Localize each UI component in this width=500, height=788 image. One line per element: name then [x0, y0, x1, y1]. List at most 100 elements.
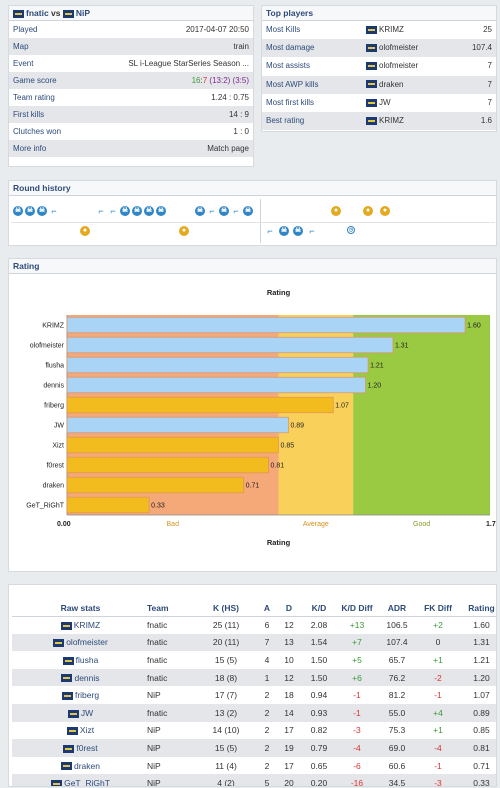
round-bomb-icon[interactable]: ● — [363, 206, 373, 216]
rating-cell: 1.20 — [459, 668, 496, 687]
fk-diff-cell: -4 — [417, 739, 459, 757]
round-defuse-icon[interactable]: ⌐ — [233, 206, 239, 216]
round-skull-icon[interactable]: ☠ — [279, 226, 289, 236]
kd-header[interactable]: K/D — [301, 600, 337, 617]
round-defuse-icon[interactable]: ⌐ — [209, 206, 215, 216]
round-skull-icon[interactable]: ☠ — [25, 206, 35, 216]
top-player-category: Most damage — [266, 43, 315, 53]
round-skull-icon[interactable]: ☠ — [132, 206, 142, 216]
bar-value-label: 0.71 — [246, 483, 260, 490]
top-player-name[interactable]: olofmeister — [379, 61, 419, 71]
top-player-value: 7 — [487, 61, 492, 71]
top-player-name[interactable]: olofmeister — [379, 43, 419, 53]
round-skull-icon[interactable]: ☠ — [195, 206, 205, 216]
top-players-rows: Most Kills KRIMZ 25 Most damage olofmeister 1… — [262, 21, 496, 131]
player-name-link[interactable]: JW — [80, 707, 94, 718]
round-history-mid-line — [11, 222, 495, 223]
player-name-link[interactable]: GeT_RiGhT — [64, 778, 110, 787]
rating-chart: Bad Average Good Rating Rating 0.00 1.70 KRIMZ 1… — [26, 288, 496, 547]
rating-bar — [66, 376, 366, 394]
round-history-panel: Round history ☠ ☠ ☠ ⌐ ⌐ ⌐ ☠ ☠ ☠ ☠ ☠ ⌐ ☠ ⌐ ☠ ● ● ● ● ● ⌐ ☠ ☠ ⌐ ◷ — [8, 180, 497, 246]
rating-cell: 0.71 — [473, 760, 490, 771]
player-name-link[interactable]: KRIMZ — [73, 620, 101, 631]
match-info-label: More info — [13, 144, 47, 153]
team2-flag-icon — [62, 9, 74, 18]
assists-header[interactable]: A — [257, 600, 277, 617]
kd-cell: 0.65 — [310, 760, 328, 771]
round-skull-icon[interactable]: ☠ — [120, 206, 130, 216]
player-name-link[interactable]: flusha — [75, 654, 99, 665]
kd-diff-header[interactable]: K/D Diff — [337, 600, 377, 617]
top-player-row: Most Kills KRIMZ 25 — [262, 21, 496, 39]
assists-cell: 1 — [257, 668, 277, 687]
deaths-cell: 19 — [277, 739, 301, 757]
kd-cell: 2.08 — [310, 620, 328, 631]
round-bomb-icon[interactable]: ● — [331, 206, 341, 216]
round-skull-icon[interactable]: ☠ — [13, 206, 23, 216]
rating-cell: 1.07 — [473, 690, 490, 701]
stats-row: KRIMZ fnatic 25 (11) 6 12 2.08 +13 106.5 +2 1.60 — [12, 616, 496, 634]
rating-bar — [66, 356, 369, 374]
player-cell: f0rest — [12, 739, 147, 757]
round-bomb-icon[interactable]: ● — [80, 226, 90, 236]
top-player-name[interactable]: JW — [379, 97, 391, 107]
player-flag-icon — [67, 709, 79, 718]
adr-cell: 81.2 — [388, 690, 406, 701]
deaths-header[interactable]: D — [277, 600, 301, 617]
round-skull-icon[interactable]: ☠ — [293, 226, 303, 236]
team-header[interactable]: Team — [147, 600, 195, 617]
kd-cell: 0.93 — [301, 703, 337, 722]
round-defuse-icon[interactable]: ⌐ — [98, 206, 104, 216]
player-name-link[interactable]: dennis — [74, 672, 100, 683]
deaths-cell: 12 — [277, 668, 301, 687]
top-player-category: Best rating — [266, 115, 305, 125]
player-name-link[interactable]: Xizt — [79, 725, 95, 736]
match-info-label: Clutches won — [13, 127, 62, 136]
stats-row: Xizt NiP 14 (10) 2 17 0.82 -3 75.3 +1 0.85 — [12, 722, 496, 740]
player-name-link[interactable]: draken — [74, 760, 100, 771]
team1-name[interactable]: fnatic — [26, 8, 49, 18]
round-defuse-icon[interactable]: ⌐ — [110, 206, 116, 216]
round-bomb-icon[interactable]: ● — [380, 206, 390, 216]
player-name-link[interactable]: olofmeister — [66, 637, 108, 648]
kd-diff-cell: -6 — [353, 760, 361, 771]
round-defuse-icon[interactable]: ⌐ — [51, 206, 57, 216]
round-bomb-icon[interactable]: ● — [179, 226, 189, 236]
team-flag-icon — [366, 25, 377, 34]
assists-cell: 6 — [264, 620, 270, 631]
round-skull-icon[interactable]: ☠ — [219, 206, 229, 216]
round-defuse-icon[interactable]: ⌐ — [267, 226, 273, 236]
bar-value-label: 1.60 — [467, 323, 481, 330]
match-page-link[interactable]: Match page — [207, 144, 249, 153]
top-player-name[interactable]: draken — [379, 79, 404, 89]
top-player-name[interactable]: KRIMZ — [379, 115, 404, 125]
score-total-1: 16 — [191, 76, 201, 85]
raw-stats-title: Raw stats — [12, 600, 147, 617]
round-timer-icon[interactable]: ◷ — [347, 226, 355, 234]
team2-name[interactable]: NiP — [75, 8, 91, 18]
kills-header[interactable]: K (HS) — [195, 600, 257, 617]
player-name-link[interactable]: f0rest — [76, 742, 98, 753]
top-player-cell: olofmeister — [366, 39, 462, 57]
round-skull-icon[interactable]: ☠ — [243, 206, 253, 216]
match-info-value: 14 : 9 — [228, 110, 249, 119]
round-skull-icon[interactable]: ☠ — [156, 206, 166, 216]
adr-cell: 65.7 — [388, 654, 406, 665]
fk-diff-header[interactable]: FK Diff — [417, 600, 459, 617]
match-info-value: 1.24 : 0.75 — [211, 93, 249, 102]
round-skull-icon[interactable]: ☠ — [144, 206, 154, 216]
top-player-name[interactable]: KRIMZ — [379, 25, 404, 34]
player-category-label: KRIMZ — [42, 323, 65, 330]
adr-header[interactable]: ADR — [377, 600, 417, 617]
round-defuse-icon[interactable]: ⌐ — [309, 226, 315, 236]
player-cell: Xizt — [12, 722, 147, 740]
rating-header[interactable]: Rating — [459, 600, 496, 617]
fk-diff-cell: -1 — [434, 690, 442, 701]
fk-diff-cell: 0 — [417, 633, 459, 652]
player-name-link[interactable]: friberg — [74, 690, 100, 701]
rating-bar — [66, 316, 466, 334]
round-skull-icon[interactable]: ☠ — [37, 206, 47, 216]
adr-cell: 55.0 — [377, 703, 417, 722]
adr-cell: 75.3 — [388, 725, 406, 736]
team-cell: NiP — [147, 774, 195, 786]
